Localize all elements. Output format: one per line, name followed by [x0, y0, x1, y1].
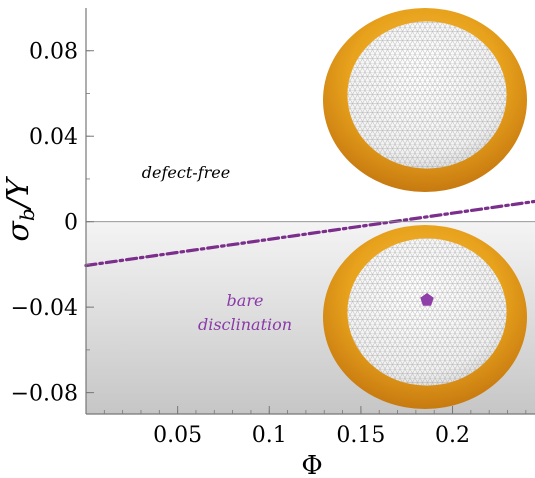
labels: 0.08 0.04 0 −0.04 −0.08 0.05 0.1 0.15 0.2 Φσb/Y de…: [1, 40, 470, 478]
x-axis-label: Φ: [301, 451, 322, 478]
series-line-0: [84, 199, 535, 268]
defect-free-inset: [323, 8, 527, 192]
annotation-defect-free: defect-free: [142, 163, 230, 182]
y-tick-label: 0.08: [29, 40, 78, 65]
y-tick-label: 0: [64, 211, 78, 236]
x-tick-label: 0.1: [252, 423, 287, 448]
x-tick-label: 0.05: [153, 423, 202, 448]
x-tick-label: 0.2: [435, 423, 470, 448]
axes: [85, 8, 535, 415]
y-axis-label: σb/Y: [1, 175, 39, 241]
disclination-inset: [323, 225, 527, 409]
disclination-disclination: [420, 293, 434, 306]
x-tick-label: 0.15: [336, 423, 385, 448]
y-tick-label: −0.04: [11, 296, 78, 321]
defect-free-mesh: [347, 21, 507, 169]
annotation-bare: bare: [227, 291, 264, 310]
y-tick-label: 0.04: [29, 125, 78, 150]
series-line-layer: [84, 199, 535, 268]
disclination-mesh: [347, 238, 507, 386]
annotation-disclination: disclination: [198, 315, 292, 334]
inset-images: [323, 8, 527, 409]
y-tick-label: −0.08: [11, 382, 78, 407]
